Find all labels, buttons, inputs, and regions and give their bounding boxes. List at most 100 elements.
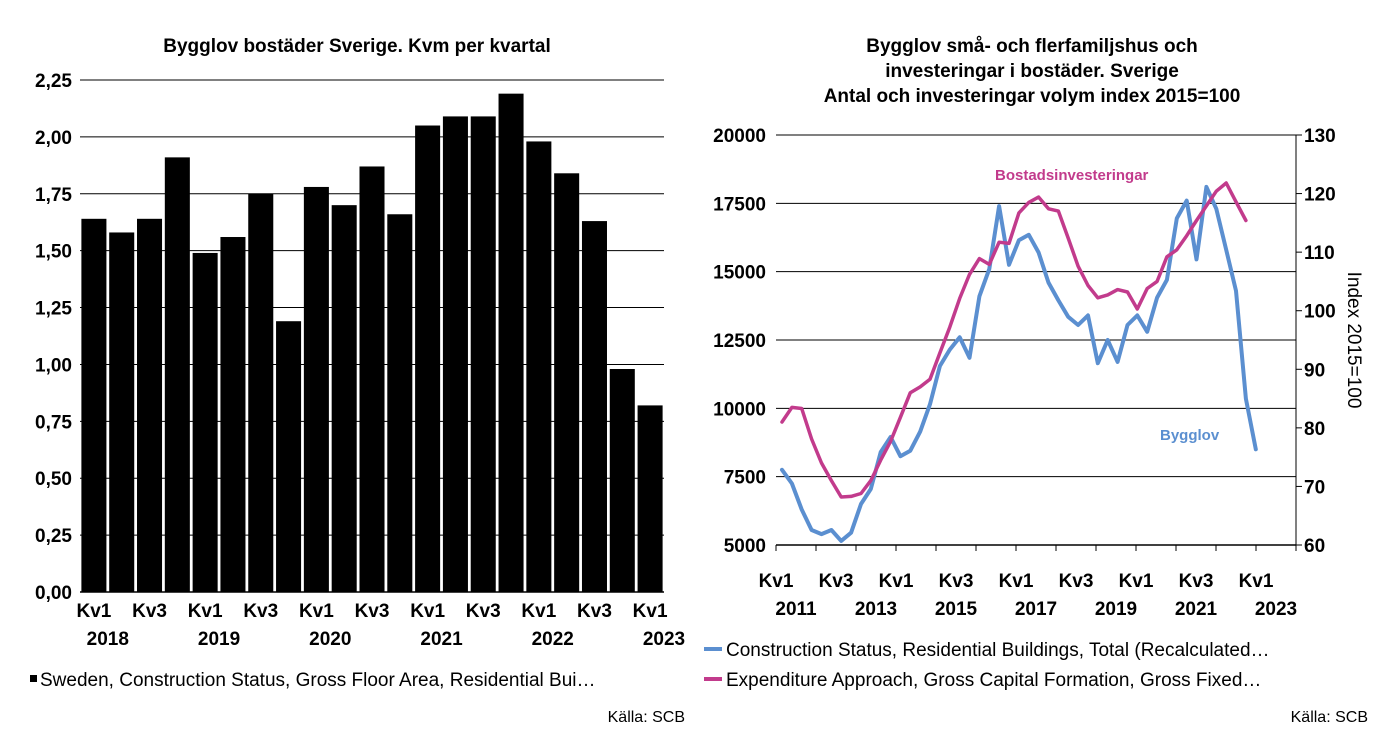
- line-chart-source: Källa: SCB: [1291, 709, 1368, 726]
- line-chart-right-y-axis: 60 70 80 90 100 110 120 130: [1295, 126, 1336, 557]
- y-tick-label: 1,75: [35, 185, 72, 206]
- y-tick-label: 2,00: [35, 128, 72, 149]
- bar-chart-source: Källa: SCB: [608, 709, 685, 726]
- x-tick-label: Kv3: [577, 601, 612, 622]
- bar: [276, 321, 302, 592]
- x-tick-label: Kv1: [759, 571, 794, 592]
- x-year-label: 2022: [532, 629, 574, 650]
- x-tick-label: Kv1: [521, 601, 556, 622]
- bar: [220, 237, 246, 592]
- y-tick-label: 17500: [713, 194, 766, 215]
- bar-chart-y-axis: 0,00 0,25 0,50 0,75 1,00 1,25 1,50 1,75 2,00 2,25: [35, 71, 72, 604]
- bar-chart-legend: Sweden, Construction Status, Gross Floor…: [30, 670, 595, 691]
- bar-chart-title: Bygglov bostäder Sverige. Kvm per kvarta…: [163, 36, 551, 57]
- y-tick-label: 20000: [713, 126, 766, 147]
- y2-tick-label: 130: [1304, 126, 1336, 147]
- bar: [554, 173, 580, 592]
- x-year-label: 2017: [1015, 599, 1057, 620]
- line-chart-title-line-2: investeringar i bostäder. Sverige: [885, 61, 1179, 82]
- x-tick-label: Kv1: [76, 601, 111, 622]
- bar: [415, 125, 441, 592]
- y-tick-label: 10000: [713, 399, 766, 420]
- bar: [137, 218, 163, 592]
- x-tick-label: Kv1: [299, 601, 334, 622]
- bar: [526, 141, 552, 592]
- x-tick-label: Kv1: [1119, 571, 1154, 592]
- x-tick-label: Kv3: [1059, 571, 1094, 592]
- line-chart-legend: Construction Status, Residential Buildin…: [704, 640, 1270, 691]
- bar: [359, 166, 385, 592]
- x-tick-label: Kv3: [466, 601, 501, 622]
- x-tick-label: Kv3: [243, 601, 278, 622]
- y2-tick-label: 90: [1304, 360, 1325, 381]
- bar: [303, 186, 329, 592]
- y-tick-label: 7500: [724, 468, 766, 489]
- x-year-label: 2023: [1255, 599, 1297, 620]
- x-tick-label: Kv3: [819, 571, 854, 592]
- x-year-label: 2019: [198, 629, 240, 650]
- bar: [609, 368, 635, 592]
- x-tick-label: Kv3: [939, 571, 974, 592]
- x-tick-label: Kv1: [999, 571, 1034, 592]
- y-tick-label: 0,50: [35, 469, 72, 490]
- x-year-label: 2015: [935, 599, 978, 620]
- x-year-label: 2018: [87, 629, 129, 650]
- x-year-label: 2019: [1095, 599, 1137, 620]
- x-tick-label: Kv1: [410, 601, 445, 622]
- x-year-label: 2023: [643, 629, 685, 650]
- bar: [442, 116, 468, 593]
- y2-tick-label: 120: [1304, 185, 1336, 206]
- line-chart-title-line-1: Bygglov små- och flerfamiljshus och: [866, 36, 1198, 57]
- series-line-bostadsinvesteringar: [780, 181, 1248, 499]
- x-year-label: 2021: [420, 629, 463, 650]
- y-tick-label: 0,25: [35, 526, 72, 547]
- x-year-label: 2011: [775, 599, 817, 620]
- line-chart-x-axis: Kv1 Kv3 Kv1 Kv3 Kv1 Kv3 Kv1 Kv3 Kv1 2011 2013 2015 2…: [759, 544, 1297, 620]
- bar: [387, 214, 413, 592]
- bar: [470, 116, 496, 593]
- annotation-bygglov: Bygglov: [1160, 427, 1220, 444]
- line-chart-gridlines: [776, 134, 1296, 478]
- bar-chart-bars: [81, 93, 663, 593]
- x-year-label: 2013: [855, 599, 897, 620]
- x-tick-label: Kv3: [132, 601, 167, 622]
- bar: [498, 93, 524, 593]
- y-tick-label: 0,00: [35, 583, 72, 604]
- line-chart-title-line-3: Antal och investeringar volym index 2015…: [824, 86, 1241, 107]
- x-tick-label: Kv3: [355, 601, 390, 622]
- y2-tick-label: 60: [1304, 536, 1325, 557]
- y-tick-label: 2,25: [35, 71, 72, 92]
- x-tick-label: Kv1: [879, 571, 914, 592]
- bar: [81, 218, 107, 592]
- y-tick-label: 1,00: [35, 355, 72, 376]
- y2-tick-label: 70: [1304, 477, 1325, 498]
- y-tick-label: 12500: [713, 331, 766, 352]
- x-year-label: 2020: [309, 629, 351, 650]
- bar: [109, 232, 135, 592]
- bar: [331, 205, 357, 592]
- line-chart-right-y-label: Index 2015=100: [1343, 272, 1364, 409]
- bar: [248, 193, 274, 592]
- bar-chart-panel: Bygglov bostäder Sverige. Kvm per kvarta…: [30, 36, 685, 726]
- line-chart-left-y-axis: 5000 7500 10000 12500 15000 17500 20000: [713, 126, 766, 557]
- x-year-label: 2021: [1175, 599, 1218, 620]
- x-tick-label: Kv1: [188, 601, 223, 622]
- annotation-bostadsinvesteringar: Bostadsinvesteringar: [995, 167, 1149, 184]
- x-tick-label: Kv1: [1239, 571, 1274, 592]
- bar-legend-label: Sweden, Construction Status, Gross Floor…: [40, 670, 595, 691]
- series-line-bygglov: [780, 184, 1258, 543]
- bar-legend-swatch: [30, 675, 37, 682]
- y-tick-label: 1,50: [35, 242, 72, 263]
- line-chart-panel: Bygglov små- och flerfamiljshus och inve…: [704, 36, 1368, 726]
- x-tick-label: Kv1: [633, 601, 668, 622]
- x-tick-label: Kv3: [1179, 571, 1214, 592]
- bar: [192, 252, 218, 593]
- bar: [637, 405, 663, 592]
- line-legend-label-bygglov: Construction Status, Residential Buildin…: [726, 640, 1270, 661]
- line-legend-label-investeringar: Expenditure Approach, Gross Capital Form…: [726, 670, 1261, 691]
- y-tick-label: 5000: [724, 536, 766, 557]
- y-tick-label: 15000: [713, 263, 766, 284]
- y2-tick-label: 100: [1304, 302, 1336, 323]
